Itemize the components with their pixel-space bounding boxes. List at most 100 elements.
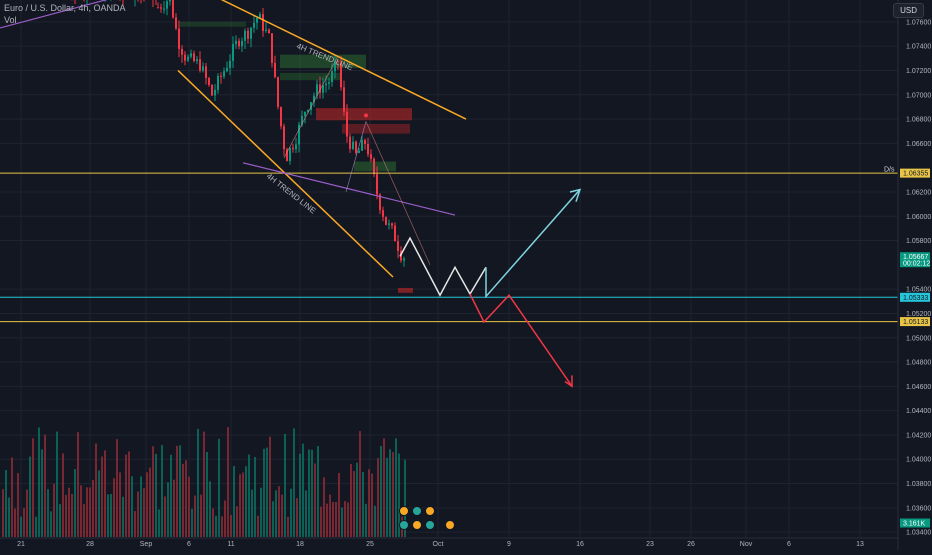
candle-body [172, 0, 174, 18]
supply-zone [398, 287, 413, 293]
volume-bar [122, 496, 124, 537]
y-tick-label: 1.05200 [906, 311, 931, 318]
volume-bar [365, 503, 367, 537]
candle-body [277, 77, 279, 108]
currency-selector[interactable]: USD [893, 3, 924, 18]
candle-body [169, 0, 171, 2]
demand-zone [180, 21, 246, 27]
volume-bar [230, 514, 232, 537]
volume-bar [5, 470, 7, 537]
volume-bar [206, 451, 208, 537]
candle-body [238, 40, 240, 47]
candle-body [394, 225, 396, 242]
fib-diagonal [345, 121, 367, 193]
volume-bar [176, 445, 178, 537]
candle-body [346, 111, 348, 137]
candle-body [274, 62, 276, 78]
candle-body [373, 158, 375, 175]
price-tag-countdown: 00:02:12 [903, 261, 930, 268]
y-tick-label: 1.07000 [906, 92, 931, 99]
volume-bar [290, 488, 292, 537]
supply-zone [316, 108, 412, 121]
price-tag [900, 252, 930, 268]
x-tick-label: Sep [140, 541, 153, 548]
volume-bar [134, 510, 136, 537]
volume-bar [299, 453, 301, 537]
volume-bar [119, 472, 121, 537]
volume-bar [233, 466, 235, 537]
volume-bar [221, 516, 223, 537]
candle-body [292, 147, 294, 150]
candle-body [187, 56, 189, 61]
candle-body [331, 71, 333, 83]
level-label: D/s [884, 167, 895, 174]
volume-bar [155, 453, 157, 537]
volume-bar [236, 506, 238, 537]
trend-line-left [0, 0, 108, 29]
candle-body [325, 83, 327, 86]
candle-body [226, 67, 228, 72]
candle-body [163, 8, 165, 10]
volume-bar [26, 489, 28, 537]
volume-bar [65, 494, 67, 537]
volume-bar [77, 432, 79, 537]
candle-body [307, 109, 309, 113]
candle-body [313, 95, 315, 103]
volume-bar [218, 438, 220, 537]
candle-body [205, 66, 207, 79]
candle-body [175, 17, 177, 29]
candle-body [178, 28, 180, 49]
candle-body [298, 124, 300, 145]
volume-bar [278, 486, 280, 537]
volume-bar [362, 471, 364, 537]
candle-body [349, 136, 351, 149]
x-tick-label: 28 [86, 541, 94, 548]
volume-bar [371, 473, 373, 537]
candle-body [340, 61, 342, 88]
candle-body [343, 87, 345, 112]
demand-zone [280, 54, 366, 69]
volume-bar [287, 516, 289, 537]
volume-bar [368, 469, 370, 537]
candle-body [181, 48, 183, 55]
candle-body [247, 30, 249, 39]
event-icon [412, 506, 422, 516]
y-tick-label: 1.07400 [906, 44, 931, 51]
x-tick-label: 26 [687, 541, 695, 548]
candle-body [199, 59, 201, 71]
volume-bar [386, 457, 388, 537]
candle-body [391, 223, 393, 226]
volume-bar [20, 516, 22, 537]
y-tick-label: 1.04400 [906, 408, 931, 415]
volume-bar [248, 454, 250, 537]
forecast-path-teal [485, 189, 581, 299]
volume-bar [311, 449, 313, 537]
x-tick-label: 6 [787, 541, 791, 548]
y-tick-label: 1.06200 [906, 189, 931, 196]
y-tick-label: 1.03400 [906, 530, 931, 537]
candle-body [262, 14, 264, 31]
volume-bar [110, 494, 112, 537]
candle-body [241, 40, 243, 47]
volume-bar [137, 491, 139, 537]
candle-body [358, 150, 360, 153]
volume-bar [242, 472, 244, 537]
volume-indicator-label[interactable]: Vol [4, 15, 17, 25]
volume-bar [62, 453, 64, 537]
volume-bar [341, 507, 343, 537]
price-tag-label: 1.05333 [903, 295, 928, 302]
grid-layer [0, 0, 898, 537]
price-tag [900, 168, 930, 178]
x-tick-label: 25 [366, 541, 374, 548]
event-icon [425, 520, 435, 530]
volume-bar [191, 508, 193, 537]
volume-bar [32, 438, 34, 537]
candle-body [289, 147, 291, 162]
y-tick-label: 1.03800 [906, 481, 931, 488]
forecast-arrowhead-red [564, 375, 573, 388]
y-tick-label: 1.06600 [906, 141, 931, 148]
volume-bar [14, 508, 16, 537]
